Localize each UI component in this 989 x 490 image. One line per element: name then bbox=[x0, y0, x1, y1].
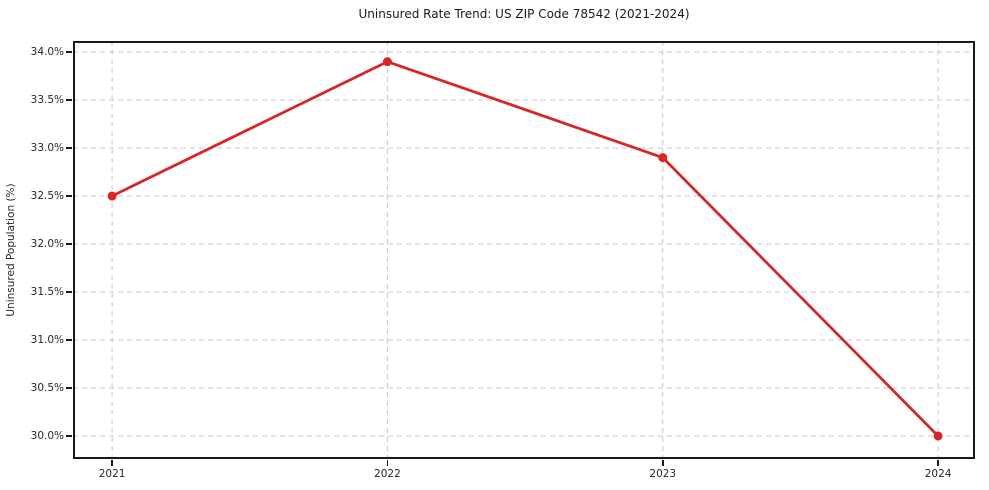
line-plot-svg bbox=[73, 41, 975, 459]
y-tick-mark bbox=[66, 243, 72, 245]
data-point-2024 bbox=[933, 431, 943, 441]
plot-area bbox=[73, 41, 975, 459]
y-tick-mark bbox=[66, 51, 72, 53]
y-tick-mark bbox=[66, 387, 72, 389]
x-tick-label: 2022 bbox=[374, 468, 401, 480]
y-tick-label: 33.0% bbox=[30, 142, 64, 155]
y-tick-label: 30.5% bbox=[30, 381, 64, 394]
data-point-2023 bbox=[658, 153, 668, 163]
y-tick-mark bbox=[66, 435, 72, 437]
plot-border bbox=[73, 41, 975, 459]
y-tick-label: 31.5% bbox=[30, 285, 64, 298]
y-tick-label: 30.0% bbox=[30, 429, 64, 442]
x-tick-mark bbox=[111, 460, 113, 466]
trend-line bbox=[110, 60, 940, 438]
data-point-2021 bbox=[107, 191, 117, 201]
chart-title: Uninsured Rate Trend: US ZIP Code 78542 … bbox=[358, 7, 690, 21]
x-tick-label: 2023 bbox=[649, 468, 677, 480]
x-tick-label: 2021 bbox=[98, 468, 126, 480]
y-tick-label: 31.0% bbox=[30, 333, 64, 346]
x-tick-label: 2024 bbox=[924, 468, 952, 480]
y-tick-label: 34.0% bbox=[30, 46, 64, 59]
x-tick-mark bbox=[937, 460, 939, 466]
x-tick-mark bbox=[661, 460, 664, 466]
y-tick-label: 32.0% bbox=[30, 238, 64, 250]
y-tick-mark bbox=[66, 339, 72, 341]
data-point-2022 bbox=[382, 57, 392, 67]
y-tick-label: 32.5% bbox=[30, 190, 64, 202]
y-tick-mark bbox=[66, 147, 72, 149]
y-tick-mark bbox=[66, 195, 72, 197]
y-tick-mark bbox=[66, 99, 72, 101]
x-tick-mark bbox=[386, 460, 389, 466]
y-tick-mark bbox=[66, 291, 72, 293]
y-tick-label: 33.5% bbox=[30, 94, 64, 107]
